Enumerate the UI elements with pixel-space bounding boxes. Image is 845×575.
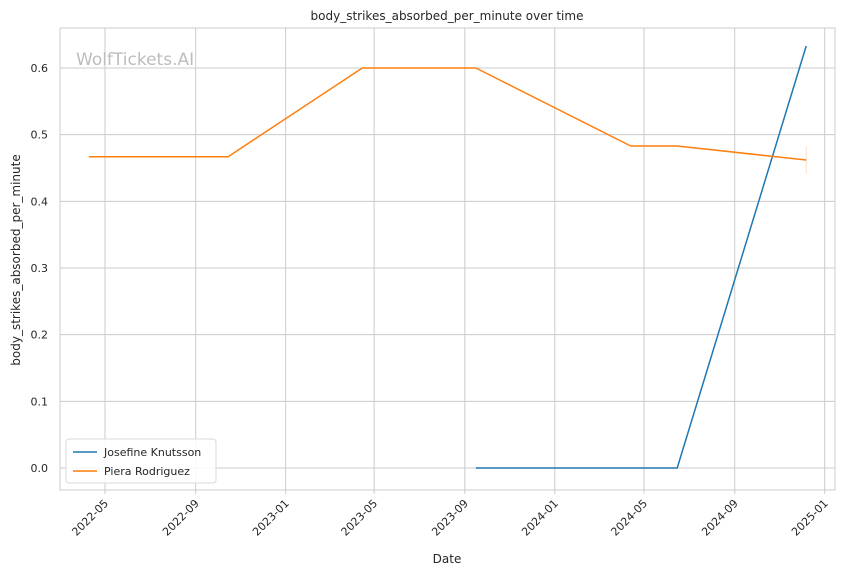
y-tick-label: 0.3 [31, 262, 49, 275]
legend-box [65, 438, 217, 484]
y-tick-label: 0.0 [31, 462, 49, 475]
x-tick-label: 2024-09 [699, 497, 741, 539]
y-tick-label: 0.4 [31, 195, 49, 208]
plot-background [59, 27, 836, 491]
y-tick-label: 0.5 [31, 129, 49, 142]
x-tick-label: 2022-05 [69, 497, 111, 539]
x-tick-label: 2024-01 [519, 497, 561, 539]
x-axis-title: Date [433, 552, 462, 566]
y-axis-title: body_strikes_absorbed_per_minute [9, 154, 23, 365]
grid-lines [60, 28, 835, 490]
watermark: WolfTickets.AI [76, 50, 194, 70]
x-axis-ticks: 2022-05 2022-09 2023-01 2023-05 2023-09 2024-… [69, 490, 831, 539]
y-tick-label: 0.1 [31, 395, 49, 408]
x-tick-label: 2025-01 [789, 497, 831, 539]
y-tick-label: 0.6 [31, 62, 49, 75]
x-tick-label: 2023-01 [250, 497, 292, 539]
x-tick-label: 2022-09 [160, 497, 202, 539]
x-tick-label: 2024-05 [608, 497, 650, 539]
chart-title: body_strikes_absorbed_per_minute over ti… [311, 9, 584, 23]
series-line-piera-rodriguez [88, 67, 807, 161]
series-lines [88, 45, 807, 469]
legend: Josefine Knutsson Piera Rodriguez [65, 438, 217, 484]
x-tick-label: 2023-05 [339, 497, 381, 539]
legend-label-josefine-knutsson: Josefine Knutsson [103, 446, 201, 459]
series-line-josefine-knutsson [475, 45, 807, 469]
y-axis-ticks: 0.0 0.1 0.2 0.3 0.4 0.5 0.6 [31, 62, 49, 475]
y-tick-label: 0.2 [31, 329, 49, 342]
x-tick-label: 2023-09 [429, 497, 471, 539]
legend-label-piera-rodriguez: Piera Rodriguez [104, 465, 190, 478]
